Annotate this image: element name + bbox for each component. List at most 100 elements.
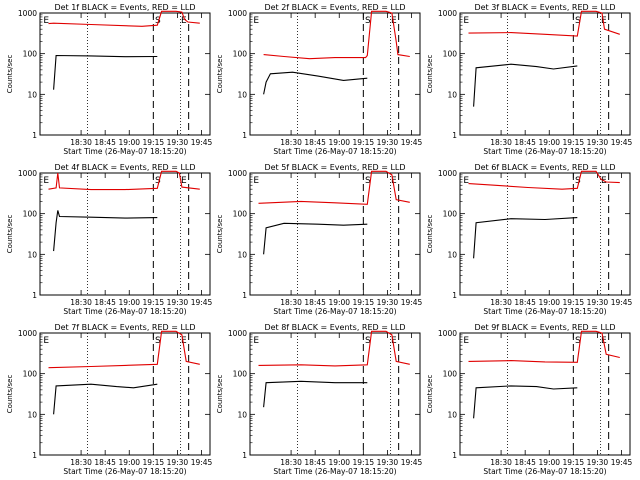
x-tick-label: 18:30 [70, 138, 92, 147]
interval-marker-e: E [463, 16, 469, 26]
y-tick-label: 10 [27, 410, 37, 419]
x-tick-label: 19:15 [143, 458, 165, 467]
interval-marker-s: S [365, 336, 371, 346]
x-tick-label: 18:30 [280, 138, 302, 147]
events-series-line [473, 63, 578, 107]
y-tick-label: 1000 [18, 9, 37, 18]
x-tick-label: 19:45 [191, 458, 213, 467]
x-tick-label: 19:30 [167, 298, 189, 307]
plot-frame [249, 172, 421, 296]
y-tick-label: 1000 [438, 9, 457, 18]
x-axis-title: Start Time (26-May-07 18:15:20) [483, 147, 606, 156]
interval-marker-e: E [463, 176, 469, 186]
events-series-line [263, 380, 368, 408]
y-axis-title: Counts/sec [6, 55, 14, 94]
interval-marker-e: E [253, 176, 259, 186]
y-tick-label: 10 [237, 250, 247, 259]
y-tick-label: 1 [452, 451, 457, 460]
events-series-line [473, 217, 578, 259]
x-tick-label: 18:45 [304, 298, 326, 307]
x-axis-title: Start Time (26-May-07 18:15:20) [63, 467, 186, 476]
y-tick-label: 1000 [228, 9, 247, 18]
y-tick-label: 100 [233, 370, 248, 379]
panel-title: Det 1f BLACK = Events, RED = LLD [54, 3, 195, 12]
panel-title: Det 4f BLACK = Events, RED = LLD [54, 163, 195, 172]
interval-marker-e: E [463, 336, 469, 346]
y-tick-label: 10 [27, 90, 37, 99]
x-tick-label: 18:30 [280, 458, 302, 467]
interval-marker-s: S [575, 16, 581, 26]
x-tick-label: 19:45 [401, 138, 423, 147]
y-tick-label: 1 [242, 131, 247, 140]
y-tick-label: 1 [32, 451, 37, 460]
lld-series-line [468, 330, 620, 363]
x-tick-label: 18:45 [94, 138, 116, 147]
detector-panel-2: Det 2f BLACK = Events, RED = LLD 1 10 100 10… [216, 3, 423, 156]
interval-marker-e: E [391, 16, 397, 26]
y-tick-label: 10 [237, 90, 247, 99]
x-tick-label: 19:15 [143, 298, 165, 307]
detector-panel-9: Det 9f BLACK = Events, RED = LLD 1 10 100 10… [426, 323, 633, 476]
y-tick-label: 1000 [18, 169, 37, 178]
lld-series-line [48, 330, 200, 369]
x-tick-label: 18:30 [70, 298, 92, 307]
panel-title: Det 7f BLACK = Events, RED = LLD [54, 323, 195, 332]
x-tick-label: 19:00 [328, 458, 350, 467]
events-series-line [263, 71, 368, 95]
x-tick-label: 19:30 [377, 138, 399, 147]
detector-panel-3: Det 3f BLACK = Events, RED = LLD 1 10 100 10… [426, 3, 633, 156]
x-tick-label: 19:45 [401, 298, 423, 307]
x-tick-label: 19:15 [563, 458, 585, 467]
y-axis-title: Counts/sec [216, 375, 224, 414]
panel-title: Det 3f BLACK = Events, RED = LLD [474, 3, 615, 12]
interval-marker-e: E [43, 336, 49, 346]
interval-marker-e: E [43, 16, 49, 26]
y-axis-title: Counts/sec [216, 55, 224, 94]
x-tick-label: 18:30 [70, 458, 92, 467]
lld-series-line [258, 330, 410, 367]
x-tick-label: 18:30 [490, 298, 512, 307]
y-tick-label: 10 [447, 250, 457, 259]
x-tick-label: 19:15 [143, 138, 165, 147]
x-axis-title: Start Time (26-May-07 18:15:20) [273, 147, 396, 156]
x-tick-label: 18:45 [304, 138, 326, 147]
x-axis-title: Start Time (26-May-07 18:15:20) [273, 467, 396, 476]
detector-panel-8: Det 8f BLACK = Events, RED = LLD 1 10 100 10… [216, 323, 423, 476]
y-tick-label: 100 [23, 50, 38, 59]
y-tick-label: 1 [32, 131, 37, 140]
interval-marker-s: S [155, 176, 161, 186]
x-tick-label: 18:30 [280, 298, 302, 307]
plot-frame [39, 12, 211, 136]
x-tick-label: 19:45 [611, 458, 633, 467]
y-tick-label: 100 [23, 210, 38, 219]
y-tick-label: 1 [242, 291, 247, 300]
x-tick-label: 19:00 [538, 298, 560, 307]
x-tick-label: 18:45 [94, 298, 116, 307]
x-axis-title: Start Time (26-May-07 18:15:20) [273, 307, 396, 316]
x-tick-label: 19:45 [611, 138, 633, 147]
panel-title: Det 6f BLACK = Events, RED = LLD [474, 163, 615, 172]
y-tick-label: 100 [443, 50, 458, 59]
x-axis-title: Start Time (26-May-07 18:15:20) [63, 147, 186, 156]
x-tick-label: 19:15 [353, 298, 375, 307]
events-series-line [473, 385, 578, 419]
x-tick-label: 19:15 [563, 138, 585, 147]
plot-frame [459, 332, 631, 456]
x-tick-label: 19:00 [328, 298, 350, 307]
y-tick-label: 1000 [438, 169, 457, 178]
y-tick-label: 100 [233, 50, 248, 59]
plot-frame [459, 12, 631, 136]
detector-panel-1: Det 1f BLACK = Events, RED = LLD 1 10 100 10… [6, 3, 213, 156]
events-series-line [53, 54, 158, 90]
y-tick-label: 1 [452, 131, 457, 140]
x-tick-label: 18:45 [514, 298, 536, 307]
plot-frame [459, 172, 631, 296]
interval-marker-e: E [181, 176, 187, 186]
y-axis-title: Counts/sec [426, 55, 434, 94]
interval-marker-e: E [181, 16, 187, 26]
x-axis-title: Start Time (26-May-07 18:15:20) [63, 307, 186, 316]
x-tick-label: 19:45 [401, 458, 423, 467]
lld-series-line [263, 10, 410, 60]
plot-frame [249, 12, 421, 136]
